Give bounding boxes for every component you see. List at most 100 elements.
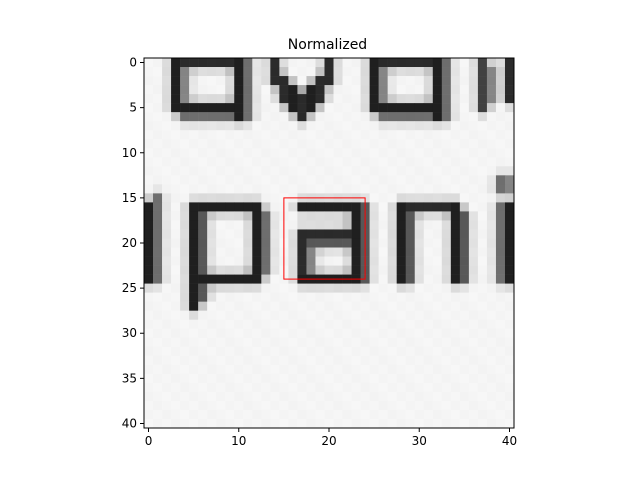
- heatmap-cell: [315, 355, 325, 366]
- heatmap-cell: [504, 85, 515, 95]
- heatmap-cell: [468, 148, 479, 158]
- heatmap-cell: [459, 346, 470, 357]
- heatmap-cell: [405, 364, 416, 375]
- heatmap-cell: [180, 400, 190, 411]
- heatmap-cell: [495, 175, 506, 185]
- heatmap-cell: [486, 85, 497, 95]
- heatmap-cell: [414, 220, 425, 230]
- heatmap-cell: [216, 256, 226, 266]
- heatmap-cell: [189, 175, 199, 185]
- heatmap-cell: [477, 346, 488, 357]
- heatmap-cell: [432, 256, 443, 266]
- heatmap-cell: [306, 319, 316, 330]
- heatmap-cell: [261, 256, 271, 266]
- heatmap-cell: [216, 274, 226, 284]
- heatmap-cell: [315, 67, 325, 77]
- heatmap-cell: [504, 364, 515, 375]
- heatmap-cell: [153, 283, 163, 293]
- heatmap-cell: [261, 58, 271, 68]
- heatmap-cell: [153, 94, 163, 104]
- heatmap-cell: [477, 112, 488, 122]
- heatmap-cell: [162, 166, 172, 176]
- heatmap-cell: [153, 130, 163, 140]
- heatmap-cell: [441, 274, 452, 284]
- heatmap-cell: [477, 364, 488, 375]
- heatmap-cell: [450, 292, 461, 302]
- heatmap-cell: [405, 346, 416, 357]
- heatmap-cell: [162, 130, 172, 140]
- heatmap-cell: [378, 67, 388, 77]
- heatmap-cell: [207, 130, 217, 140]
- heatmap-cell: [162, 148, 172, 158]
- heatmap-cell: [153, 409, 163, 420]
- heatmap-cell: [378, 76, 388, 86]
- heatmap-cell: [162, 265, 172, 275]
- heatmap-cell: [504, 76, 515, 86]
- heatmap-cell: [369, 157, 379, 167]
- heatmap-cell: [405, 247, 416, 257]
- heatmap-cell: [495, 229, 506, 239]
- heatmap-cell: [243, 220, 253, 230]
- heatmap-cell: [333, 373, 343, 384]
- heatmap-cell: [387, 319, 397, 330]
- heatmap-cell: [225, 256, 235, 266]
- heatmap-cell: [333, 202, 343, 212]
- heatmap-cell: [315, 121, 325, 131]
- heatmap-cell: [468, 256, 479, 266]
- heatmap-cell: [288, 382, 298, 393]
- heatmap-cell: [504, 175, 515, 185]
- heatmap-cell: [162, 274, 172, 284]
- heatmap-cell: [459, 283, 470, 293]
- heatmap-cell: [387, 184, 397, 194]
- heatmap-cell: [333, 283, 343, 293]
- heatmap-cell: [396, 103, 406, 113]
- heatmap-cell: [315, 328, 325, 339]
- heatmap-cell: [252, 238, 262, 248]
- heatmap-cell: [360, 400, 370, 411]
- heatmap-cell: [405, 337, 416, 348]
- heatmap-cell: [315, 148, 325, 158]
- heatmap-cell: [486, 283, 497, 293]
- heatmap-cell: [324, 292, 334, 302]
- heatmap-cell: [270, 130, 280, 140]
- heatmap-cell: [171, 184, 181, 194]
- heatmap-cell: [225, 265, 235, 275]
- heatmap-cell: [486, 157, 497, 167]
- heatmap-cell: [396, 238, 406, 248]
- heatmap-cell: [495, 364, 506, 375]
- heatmap-cell: [189, 202, 199, 212]
- heatmap-cell: [405, 382, 416, 393]
- heatmap-cell: [144, 211, 154, 221]
- heatmap-cell: [225, 112, 235, 122]
- heatmap-cell: [279, 283, 289, 293]
- heatmap-cell: [288, 94, 298, 104]
- heatmap-cell: [432, 337, 443, 348]
- heatmap-cell: [432, 274, 443, 284]
- heatmap-cell: [342, 409, 352, 420]
- heatmap-cell: [189, 364, 199, 375]
- heatmap-cell: [342, 157, 352, 167]
- heatmap-cell: [495, 193, 506, 203]
- heatmap-cell: [495, 85, 506, 95]
- heatmap-cell: [405, 319, 416, 330]
- heatmap-cell: [288, 184, 298, 194]
- heatmap-cell: [342, 373, 352, 384]
- heatmap-cell: [153, 148, 163, 158]
- heatmap-cell: [261, 292, 271, 302]
- heatmap-cell: [261, 211, 271, 221]
- heatmap-cell: [243, 103, 253, 113]
- heatmap-cell: [369, 409, 379, 420]
- heatmap-cell: [153, 301, 163, 311]
- heatmap-cell: [315, 76, 325, 86]
- heatmap-cell: [342, 292, 352, 302]
- heatmap-cell: [405, 292, 416, 302]
- heatmap-cell: [171, 85, 181, 95]
- heatmap-cell: [216, 229, 226, 239]
- heatmap-cell: [432, 220, 443, 230]
- heatmap-cell: [477, 238, 488, 248]
- heatmap-cell: [306, 247, 316, 257]
- heatmap-cell: [225, 220, 235, 230]
- heatmap-cell: [315, 382, 325, 393]
- heatmap-cell: [504, 382, 515, 393]
